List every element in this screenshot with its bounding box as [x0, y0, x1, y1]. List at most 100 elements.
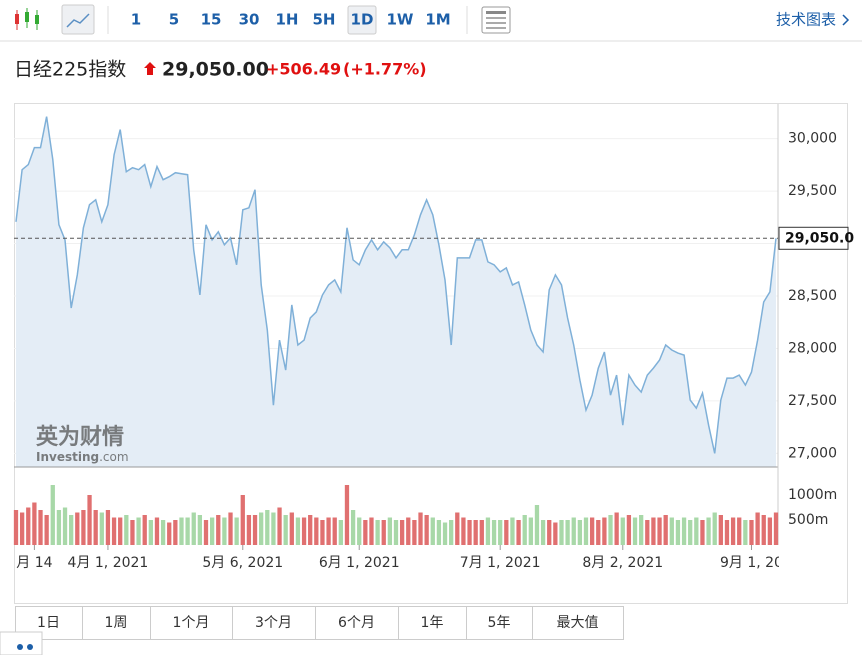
volume-bar — [105, 510, 111, 545]
corner-widget[interactable] — [0, 631, 43, 655]
interval-button[interactable]: 5 — [169, 11, 179, 29]
volume-bar — [118, 517, 123, 545]
y-tick-label: 29,500 — [788, 183, 837, 199]
volume-bar — [295, 517, 301, 545]
volume-bar — [136, 517, 141, 545]
volume-bar — [301, 517, 307, 545]
right-mask — [779, 550, 839, 575]
interval-button[interactable]: 1D — [351, 11, 374, 29]
interval-button[interactable]: 15 — [201, 11, 222, 29]
range-bar: 1日 1周 1个月 3个月 6个月 1年 5年 最大值 — [15, 606, 624, 640]
last-price-label: 29,050.0 — [785, 230, 854, 246]
icon — [15, 14, 19, 24]
volume-bar — [767, 517, 773, 545]
volume-bar — [700, 520, 705, 545]
volume-bar — [522, 515, 527, 545]
volume-bar — [589, 517, 595, 545]
volume-bar — [234, 517, 239, 545]
volume-bar — [620, 517, 625, 545]
volume-bar — [338, 520, 343, 545]
x-tick-label: 6月 1, 2021 — [319, 555, 400, 571]
up-arrow — [144, 62, 156, 75]
plot — [14, 116, 778, 467]
interval-button[interactable]: 5H — [313, 11, 336, 29]
volume-bar — [320, 520, 325, 545]
range-button[interactable] — [398, 606, 467, 640]
volume-bar — [547, 520, 552, 545]
range-label: 1日 — [37, 615, 60, 631]
volume-tick-label: 1000m — [788, 487, 837, 503]
interval-button[interactable]: 1W — [387, 11, 414, 29]
range-button[interactable] — [82, 606, 151, 640]
range-button[interactable] — [532, 606, 624, 640]
range-button[interactable] — [232, 606, 316, 640]
volume-bar — [350, 510, 356, 545]
volume-bar — [473, 520, 478, 545]
volume-bar — [669, 517, 674, 545]
candle-icon[interactable] — [10, 6, 44, 34]
volume-bar — [228, 512, 233, 545]
icon-bg — [61, 4, 95, 35]
volume-bar — [559, 520, 564, 545]
volume-bar — [430, 517, 435, 545]
volume-bar — [277, 507, 282, 545]
volume-bar — [93, 510, 98, 545]
volume-bar — [197, 515, 203, 545]
volume-bar — [32, 502, 37, 545]
volume-bar — [26, 507, 31, 545]
y-tick-label: 27,500 — [788, 393, 837, 409]
volume-bar — [387, 517, 393, 545]
index-name: 日经225指数 — [14, 59, 126, 81]
x-tick-label: 4月 1, 2021 — [68, 555, 149, 571]
icon — [17, 644, 23, 650]
volume-bar — [743, 520, 748, 545]
interval-button[interactable]: 1 — [131, 11, 141, 29]
volume-bar — [44, 515, 49, 545]
range-button[interactable] — [150, 606, 233, 640]
icon — [66, 13, 90, 28]
y-tick-label: 30,000 — [788, 131, 837, 147]
volume-bar — [418, 512, 423, 545]
interval-button[interactable]: 30 — [239, 11, 260, 29]
volume-bar — [645, 520, 650, 545]
tech-chart-link[interactable]: 技术图表 — [776, 11, 836, 29]
change-pct: (+1.77%) — [343, 60, 427, 79]
range-label: 最大值 — [557, 615, 599, 631]
volume-bar — [479, 520, 484, 545]
range-label: 1年 — [421, 615, 444, 631]
table-icon[interactable] — [481, 6, 511, 34]
volume-bar — [406, 517, 411, 545]
volume-bar — [222, 517, 227, 545]
line-icon[interactable] — [61, 4, 95, 35]
range-label: 3个月 — [255, 615, 292, 631]
volume-bar — [761, 515, 766, 545]
interval-button[interactable]: 1H — [276, 11, 299, 29]
icon — [481, 6, 511, 34]
volume-bar — [773, 512, 779, 545]
volume-bar — [449, 520, 454, 545]
volume-bar — [712, 512, 717, 545]
volume-bar — [485, 517, 491, 545]
volume-bar — [154, 517, 160, 545]
x-tick-label: 9月 1, 20 — [720, 555, 783, 571]
volume-bar — [498, 520, 503, 545]
volume-bar — [185, 517, 190, 545]
range-button[interactable] — [315, 606, 399, 640]
volume-bar — [19, 512, 25, 545]
volume-bar — [111, 517, 117, 545]
range-label: 6个月 — [338, 615, 375, 631]
volume-bar — [651, 517, 656, 545]
range-button[interactable] — [466, 606, 533, 640]
volume-bar — [289, 512, 294, 545]
watermark-cn: 英为财情 — [36, 424, 124, 450]
volume-bar — [369, 517, 374, 545]
volume-bar — [424, 515, 429, 545]
volume-bar — [50, 485, 55, 545]
icon — [35, 15, 39, 24]
icon — [25, 12, 29, 22]
volume-bar — [148, 520, 153, 545]
volume-bar — [510, 517, 515, 545]
interval-button[interactable]: 1M — [425, 11, 450, 29]
x-tick-label: 5月 6, 2021 — [202, 555, 283, 571]
volume-bar — [737, 517, 742, 545]
